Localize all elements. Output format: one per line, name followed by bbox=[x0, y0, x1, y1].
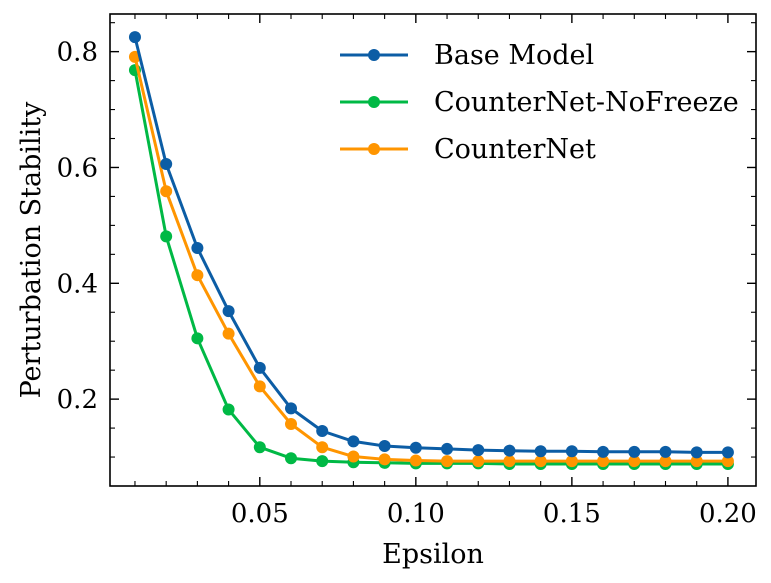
legend: Base Model CounterNet-NoFreeze CounterNet bbox=[340, 40, 739, 165]
data-point bbox=[285, 402, 298, 415]
minor-ticks bbox=[110, 14, 756, 486]
x-tick-label: 0.10 bbox=[387, 499, 445, 529]
y-tick-label: 0.6 bbox=[57, 153, 98, 183]
y-tick-labels: 0.2 0.4 0.6 0.8 bbox=[57, 38, 98, 415]
y-tick-label: 0.8 bbox=[57, 38, 98, 68]
legend-marker bbox=[368, 49, 380, 61]
y-tick-label: 0.2 bbox=[57, 385, 98, 415]
legend-entry: CounterNet-NoFreeze bbox=[340, 87, 739, 118]
data-point bbox=[347, 435, 360, 448]
data-point bbox=[721, 446, 734, 459]
data-point bbox=[690, 446, 703, 459]
data-point bbox=[285, 418, 298, 431]
data-point bbox=[222, 305, 235, 318]
data-point bbox=[597, 445, 610, 458]
data-point bbox=[628, 455, 641, 468]
x-tick-labels: 0.05 0.10 0.15 0.20 bbox=[231, 499, 757, 529]
plot-frame bbox=[109, 13, 757, 487]
data-point bbox=[160, 157, 173, 170]
data-point bbox=[253, 361, 266, 374]
data-point bbox=[285, 452, 298, 465]
legend-marker bbox=[368, 96, 380, 108]
data-point bbox=[191, 332, 204, 345]
series-counternet bbox=[128, 50, 734, 468]
x-tick-label: 0.15 bbox=[543, 499, 601, 529]
data-point bbox=[503, 444, 516, 457]
major-ticks bbox=[110, 14, 756, 486]
data-point bbox=[472, 444, 485, 457]
data-point bbox=[409, 441, 422, 454]
legend-entry: CounterNet bbox=[340, 134, 596, 165]
series-counternet-nofreeze bbox=[128, 64, 734, 470]
series-line bbox=[133, 69, 728, 466]
data-point bbox=[347, 450, 360, 463]
data-point bbox=[534, 445, 547, 458]
data-point bbox=[690, 455, 703, 468]
data-point bbox=[503, 455, 516, 468]
data-point bbox=[441, 455, 454, 468]
legend-entry: Base Model bbox=[340, 40, 594, 71]
y-axis-label: Perturbation Stability bbox=[16, 101, 47, 399]
data-point bbox=[534, 455, 547, 468]
data-point bbox=[597, 455, 610, 468]
data-point bbox=[472, 455, 485, 468]
legend-marker bbox=[368, 143, 380, 155]
y-tick-label: 0.4 bbox=[57, 269, 98, 299]
x-tick-label: 0.20 bbox=[699, 499, 757, 529]
data-point bbox=[409, 454, 422, 467]
data-point bbox=[316, 441, 329, 454]
data-point bbox=[160, 185, 173, 198]
data-point bbox=[191, 241, 204, 254]
series-layer bbox=[128, 31, 734, 470]
data-point bbox=[222, 403, 235, 416]
data-point bbox=[222, 327, 235, 340]
data-point bbox=[378, 440, 391, 453]
x-axis-label: Epsilon bbox=[382, 539, 484, 570]
data-point bbox=[565, 455, 578, 468]
data-point bbox=[378, 453, 391, 466]
data-point bbox=[659, 445, 672, 458]
data-point bbox=[441, 442, 454, 455]
data-point bbox=[316, 455, 329, 468]
data-point bbox=[253, 380, 266, 393]
data-point bbox=[659, 455, 672, 468]
data-point bbox=[253, 441, 266, 454]
data-point bbox=[160, 230, 173, 243]
legend-label: CounterNet-NoFreeze bbox=[434, 87, 739, 118]
data-point bbox=[721, 455, 734, 468]
data-point bbox=[628, 445, 641, 458]
data-point bbox=[316, 424, 329, 437]
data-point bbox=[128, 31, 141, 44]
legend-label: CounterNet bbox=[434, 134, 596, 165]
data-point bbox=[191, 269, 204, 282]
x-tick-label: 0.05 bbox=[231, 499, 289, 529]
legend-label: Base Model bbox=[434, 40, 594, 71]
series-base-model bbox=[128, 31, 734, 459]
data-point bbox=[565, 445, 578, 458]
